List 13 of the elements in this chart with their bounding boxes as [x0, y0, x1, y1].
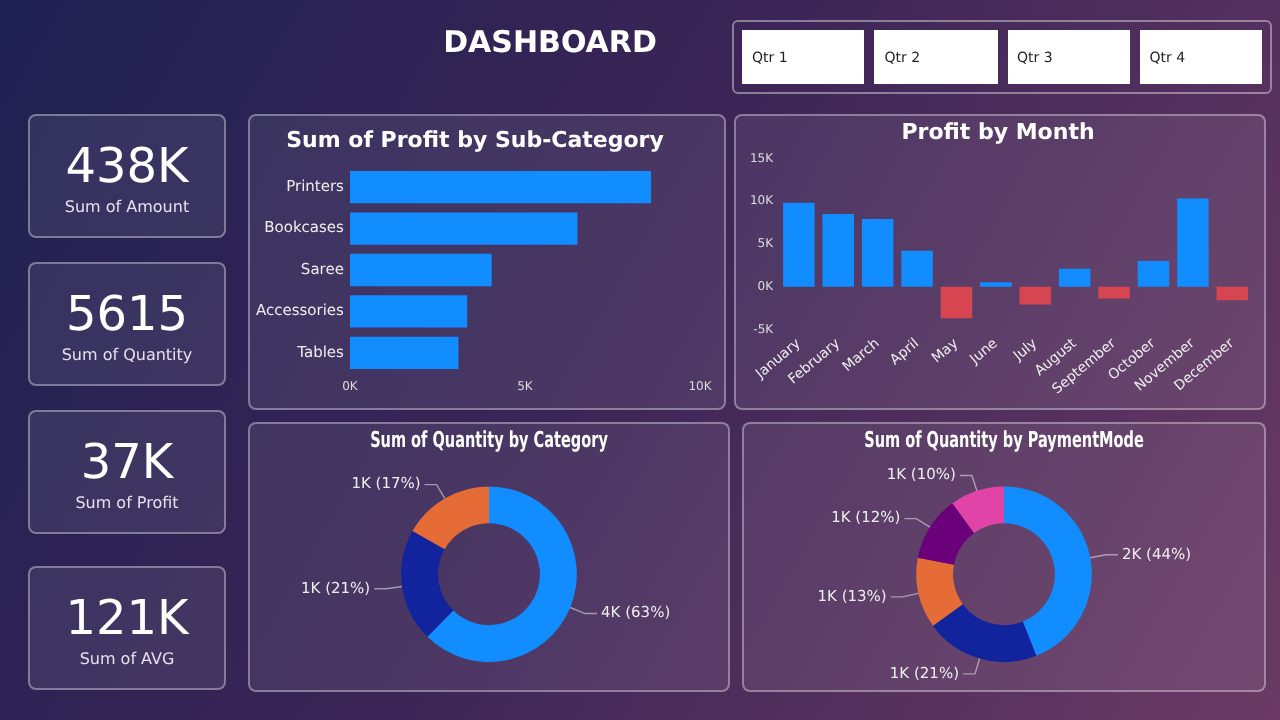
text: 121K — [65, 589, 189, 645]
text: Sum of Amount — [64, 197, 190, 215]
chart-title: Sum of Quantity by PaymentMode — [864, 428, 1144, 454]
text: 37K — [80, 433, 174, 489]
chart-title: Sum of Quantity by Category — [370, 428, 608, 454]
chart-title: Sum of Profit by Sub-Category — [286, 126, 664, 153]
text: Sum of Profit — [75, 493, 179, 511]
text: 5615 — [65, 285, 189, 341]
text: Sum of Quantity — [61, 345, 193, 363]
text: 438K — [65, 137, 189, 193]
chart-title: Profit by Month — [901, 118, 1095, 145]
text: DASHBOARD — [441, 24, 659, 60]
text: Sum of AVG — [79, 649, 175, 667]
